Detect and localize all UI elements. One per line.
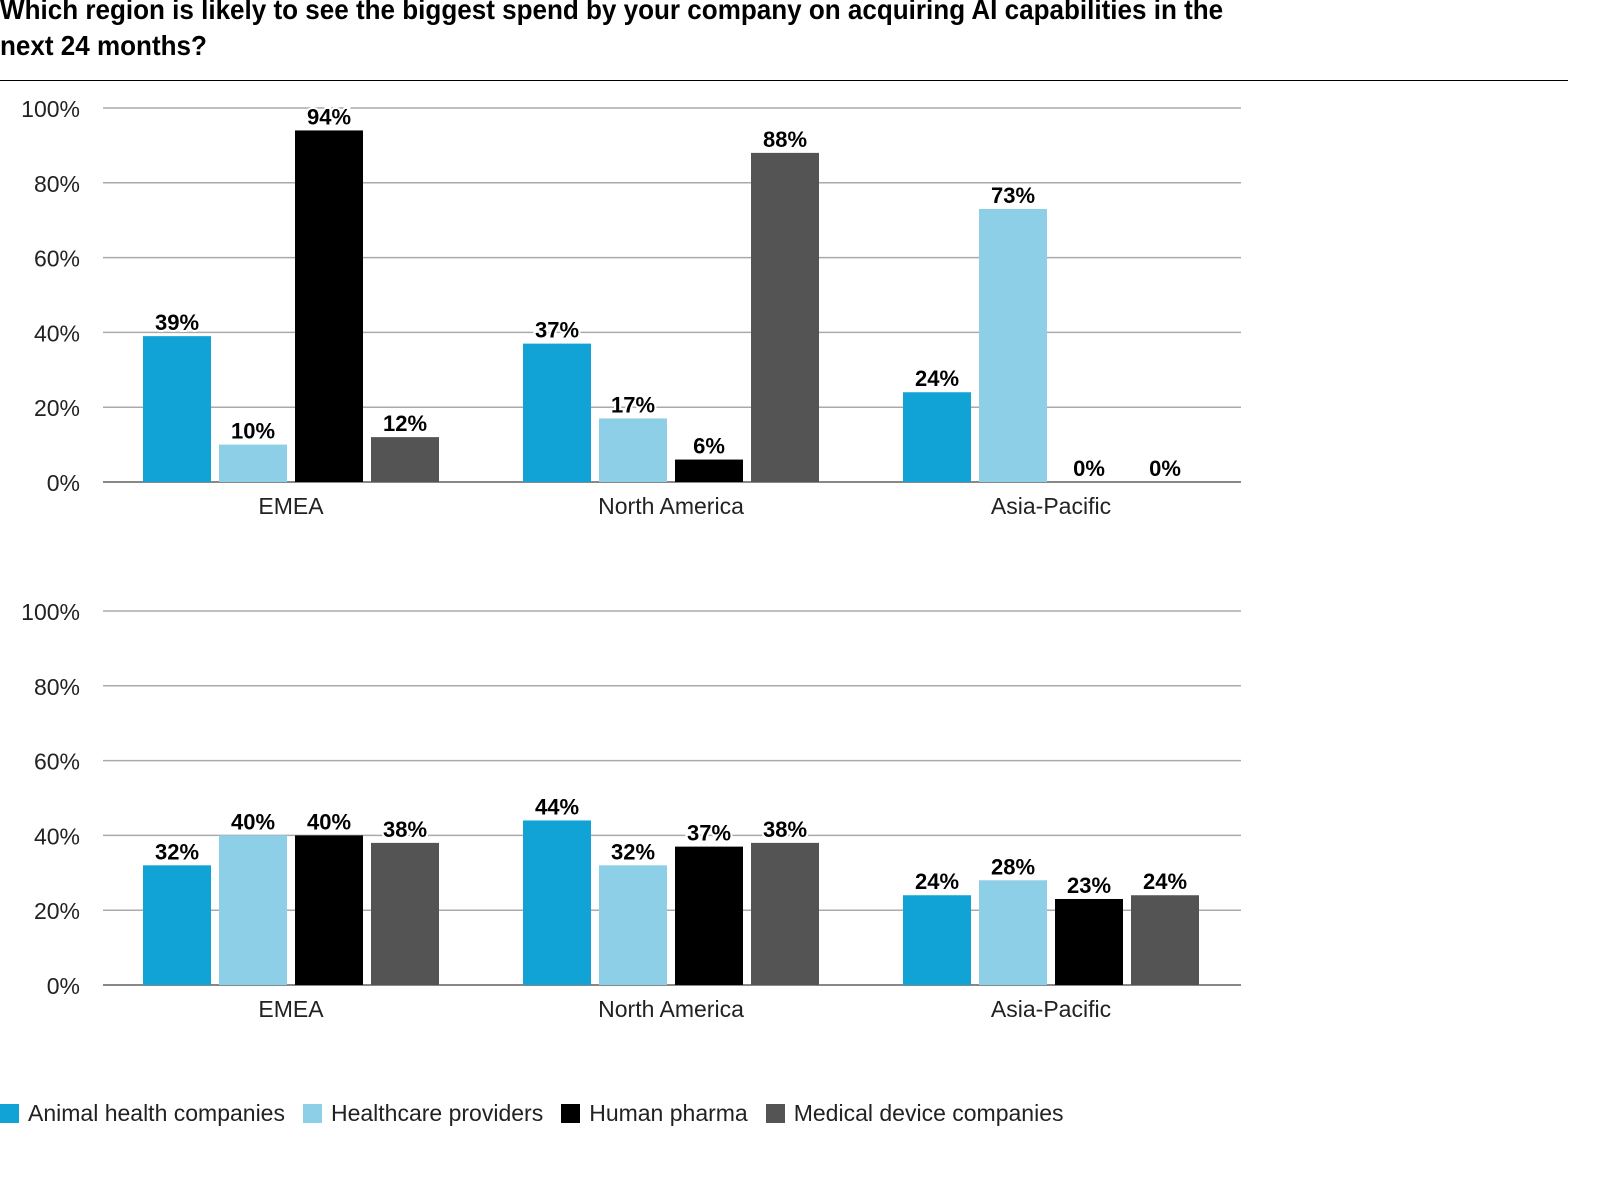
bar (219, 444, 287, 482)
bar (371, 842, 439, 985)
bar (1131, 895, 1199, 985)
data-label: 0% (1149, 456, 1181, 481)
title-line-2: next 24 months? (0, 30, 207, 61)
y-tick-label: 20% (34, 898, 80, 924)
y-tick-label: 0% (47, 470, 80, 496)
data-label: 88% (763, 127, 807, 152)
data-label: 37% (535, 318, 579, 343)
bar (979, 880, 1047, 985)
data-label: 38% (383, 817, 427, 842)
data-label: 24% (915, 366, 959, 391)
data-label: 37% (687, 821, 731, 846)
bar (903, 895, 971, 985)
bar (371, 437, 439, 482)
bar (751, 152, 819, 482)
bar (523, 343, 591, 482)
data-label: 0% (1073, 456, 1105, 481)
data-label: 44% (535, 794, 579, 819)
data-label: 32% (155, 839, 199, 864)
data-label: 17% (611, 392, 655, 417)
legend-label: Healthcare providers (330, 1100, 544, 1126)
data-label: 28% (991, 854, 1035, 879)
bar (979, 208, 1047, 483)
data-label: 40% (231, 809, 275, 834)
x-tick-label: Asia-Pacific (991, 493, 1111, 519)
bar (219, 835, 287, 985)
y-tick-label: 80% (34, 674, 80, 700)
x-tick-label: North America (598, 493, 744, 519)
legend-item: Healthcare providers (302, 1100, 544, 1127)
data-label: 40% (307, 809, 351, 834)
y-tick-label: 60% (34, 246, 80, 272)
legend-swatch (302, 1104, 322, 1123)
data-label: 38% (763, 817, 807, 842)
bar (599, 865, 667, 985)
bar (295, 130, 363, 482)
legend-label: Animal health companies (28, 1100, 285, 1126)
y-tick-label: 40% (34, 823, 80, 849)
bar (295, 835, 363, 985)
bar (903, 392, 971, 482)
bar (143, 336, 211, 482)
title-line-1: Which region is likely to see the bigges… (0, 0, 1224, 25)
legend-item: Human pharma (561, 1100, 748, 1127)
y-tick-label: 0% (47, 973, 80, 999)
legend-swatch (0, 1104, 19, 1123)
legend-swatch (765, 1104, 785, 1123)
x-tick-label: EMEA (258, 996, 324, 1022)
bar (751, 842, 819, 985)
bar (1055, 898, 1123, 985)
y-tick-label: 100% (21, 96, 80, 122)
legend-label: Human pharma (589, 1100, 748, 1126)
x-tick-label: North America (598, 996, 744, 1022)
legend-label: Medical device companies (793, 1100, 1064, 1126)
data-label: 94% (307, 104, 351, 129)
data-label: 39% (155, 310, 199, 335)
legend-item: Animal health companies (0, 1100, 285, 1127)
bar (675, 846, 743, 985)
chart-title: Which region is likely to see the bigges… (0, 0, 1451, 64)
data-label: 73% (991, 183, 1035, 208)
bar (675, 459, 743, 482)
y-tick-label: 60% (34, 749, 80, 775)
legend-swatch (561, 1104, 581, 1123)
x-tick-label: Asia-Pacific (991, 996, 1111, 1022)
y-tick-label: 40% (34, 320, 80, 346)
legend-item: Medical device companies (765, 1100, 1064, 1127)
y-tick-label: 80% (34, 171, 80, 197)
bar (523, 820, 591, 985)
data-label: 23% (1067, 873, 1111, 898)
y-tick-label: 100% (21, 599, 80, 625)
bar (143, 865, 211, 985)
data-label: 10% (231, 419, 275, 444)
bar (599, 418, 667, 482)
x-tick-label: EMEA (258, 493, 324, 519)
data-label: 12% (383, 411, 427, 436)
data-label: 24% (1143, 869, 1187, 894)
data-label: 6% (693, 434, 725, 459)
legend: Animal health companies Healthcare provi… (0, 1100, 1081, 1127)
data-label: 32% (611, 839, 655, 864)
y-tick-label: 20% (34, 395, 80, 421)
data-label: 24% (915, 869, 959, 894)
title-divider (0, 80, 1568, 81)
